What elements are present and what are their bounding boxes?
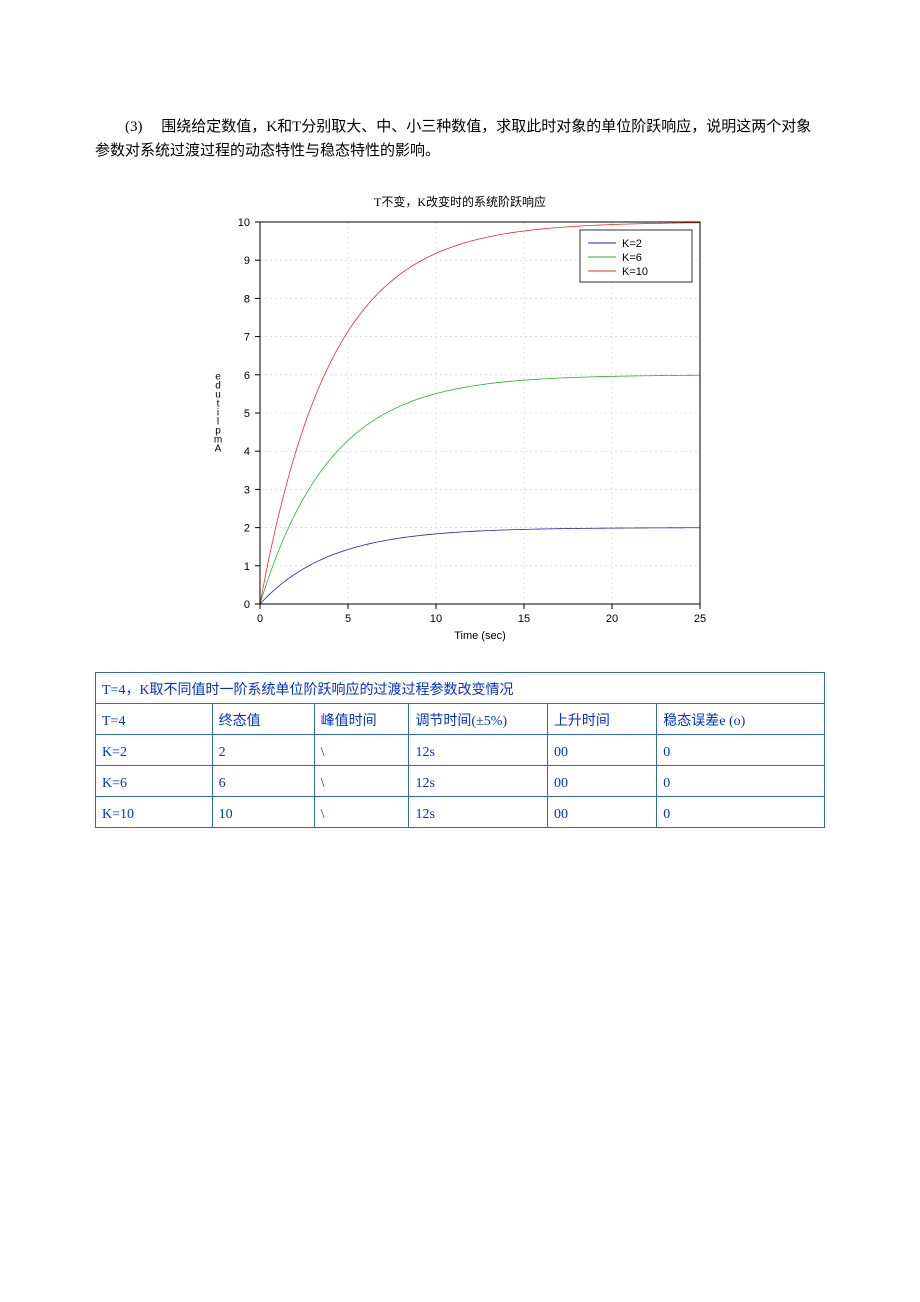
table-header-cell: 终态值 [212, 704, 314, 735]
svg-text:A: A [215, 444, 222, 455]
table-cell: 12s [409, 735, 548, 766]
question-text: 围绕给定数值，K和T分别取大、中、小三种数值，求取此时对象的单位阶跃响应，说明这… [95, 119, 811, 159]
table-cell: \ [314, 766, 409, 797]
table-cell: 00 [547, 797, 656, 828]
table-cell: 0 [657, 735, 825, 766]
table-row: K=22\12s000 [96, 735, 825, 766]
svg-text:10: 10 [430, 613, 442, 625]
svg-text:3: 3 [244, 484, 250, 496]
document-page: (3) 围绕给定数值，K和T分别取大、中、小三种数值，求取此时对象的单位阶跃响应… [0, 0, 920, 828]
svg-text:10: 10 [238, 217, 250, 229]
table-header-cell: T=4 [96, 704, 213, 735]
table-cell: 12s [409, 797, 548, 828]
table-row: K=66\12s000 [96, 766, 825, 797]
table-cell: \ [314, 735, 409, 766]
svg-text:6: 6 [244, 370, 250, 382]
svg-text:25: 25 [694, 613, 706, 625]
table-cell: 00 [547, 735, 656, 766]
table-cell: 0 [657, 766, 825, 797]
chart-svg: 0510152025012345678910Time (sec)edutilpm… [190, 212, 730, 642]
svg-text:8: 8 [244, 293, 250, 305]
svg-text:15: 15 [518, 613, 530, 625]
table-header-cell: 峰值时间 [314, 704, 409, 735]
parameters-table-container: T=4，K取不同值时一阶系统单位阶跃响应的过渡过程参数改变情况T=4终态值峰值时… [95, 672, 825, 828]
table-cell: K=6 [96, 766, 213, 797]
parameters-table: T=4，K取不同值时一阶系统单位阶跃响应的过渡过程参数改变情况T=4终态值峰值时… [95, 672, 825, 828]
table-row: K=1010\12s000 [96, 797, 825, 828]
chart-title: T不变，K改变时的系统阶跃响应 [190, 193, 730, 210]
svg-text:K=10: K=10 [622, 266, 648, 278]
table-cell: 2 [212, 735, 314, 766]
table-cell: \ [314, 797, 409, 828]
table-cell: 12s [409, 766, 548, 797]
svg-text:Time (sec): Time (sec) [454, 630, 506, 642]
table-cell: 00 [547, 766, 656, 797]
svg-text:4: 4 [244, 446, 250, 458]
step-response-chart: T不变，K改变时的系统阶跃响应 0 5 10 15 20 25 0 1 2 3 4 5 6 7 8 9 10 Ti… [190, 193, 730, 642]
table-cell: 0 [657, 797, 825, 828]
svg-text:5: 5 [345, 613, 351, 625]
svg-text:K=2: K=2 [622, 238, 642, 250]
table-title: T=4，K取不同值时一阶系统单位阶跃响应的过渡过程参数改变情况 [96, 673, 825, 704]
table-header-cell: 稳态误差e (o) [657, 704, 825, 735]
table-cell: 6 [212, 766, 314, 797]
svg-text:9: 9 [244, 255, 250, 267]
table-cell: K=10 [96, 797, 213, 828]
svg-text:0: 0 [244, 599, 250, 611]
table-cell: K=2 [96, 735, 213, 766]
svg-text:0: 0 [257, 613, 263, 625]
svg-text:2: 2 [244, 523, 250, 535]
item-number: (3) [125, 119, 143, 135]
svg-text:5: 5 [244, 408, 250, 420]
svg-text:7: 7 [244, 332, 250, 344]
question-paragraph: (3) 围绕给定数值，K和T分别取大、中、小三种数值，求取此时对象的单位阶跃响应… [95, 115, 825, 163]
svg-text:K=6: K=6 [622, 252, 642, 264]
svg-text:20: 20 [606, 613, 618, 625]
svg-text:1: 1 [244, 561, 250, 573]
table-cell: 10 [212, 797, 314, 828]
table-header-cell: 上升时间 [547, 704, 656, 735]
table-header-cell: 调节时间(±5%) [409, 704, 548, 735]
